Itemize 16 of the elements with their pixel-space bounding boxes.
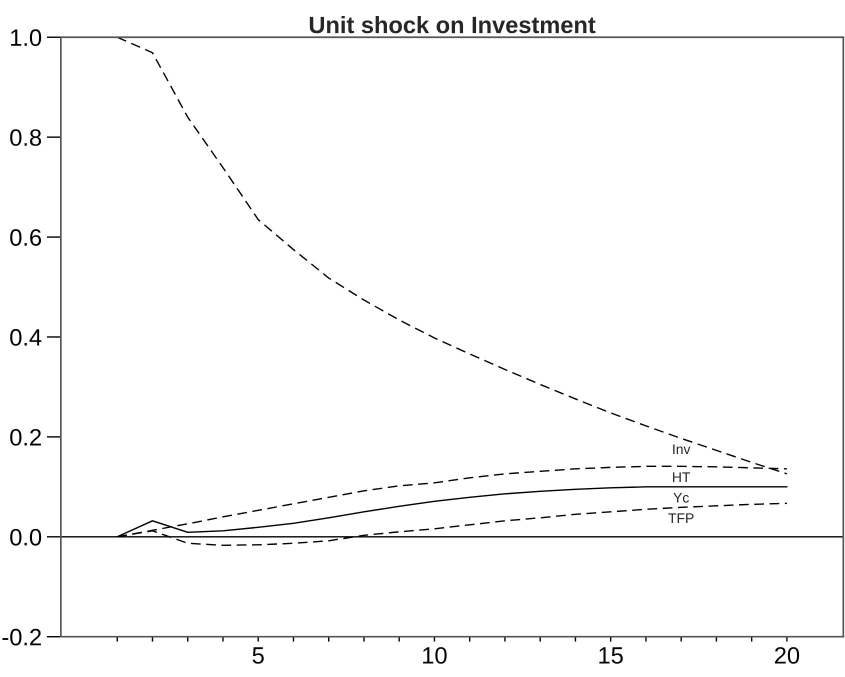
y-tick-label: 0.2 xyxy=(10,428,41,446)
series-label: Yc xyxy=(673,492,689,503)
chart-title: Unit shock on Investment xyxy=(310,16,596,34)
x-tick-label: 15 xyxy=(599,647,623,664)
x-tick-label: 20 xyxy=(774,647,800,664)
y-tick-label: -0.2 xyxy=(2,628,41,646)
y-tick-label: 0.8 xyxy=(10,129,42,146)
series-label: HT xyxy=(673,472,690,482)
y-tick-label: 0.4 xyxy=(10,329,42,346)
series-label: Inv xyxy=(673,444,690,454)
series-label: TFP xyxy=(668,513,694,523)
y-tick-label: 0.6 xyxy=(10,229,42,246)
x-tick-label: 10 xyxy=(423,647,447,664)
x-tick-label: 5 xyxy=(252,647,264,664)
y-tick-label: 0.0 xyxy=(10,528,42,546)
y-tick-label: 1.0 xyxy=(11,29,42,46)
